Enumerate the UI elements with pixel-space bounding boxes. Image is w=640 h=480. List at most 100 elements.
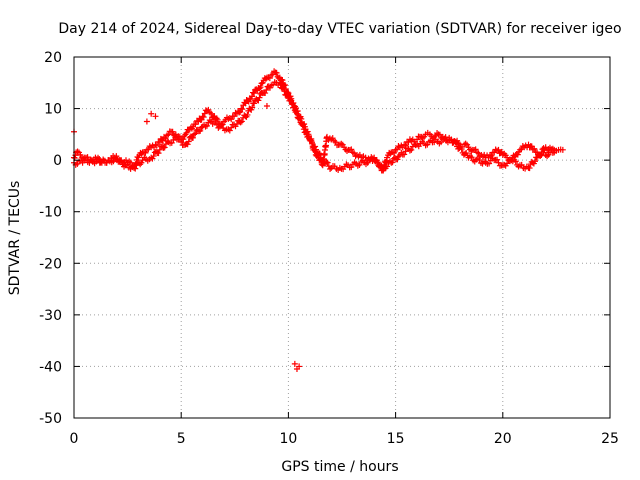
data-point xyxy=(514,151,521,158)
data-point xyxy=(283,90,290,97)
y-tick-label: 0 xyxy=(53,153,62,169)
data-point xyxy=(538,150,545,157)
y-tick-label: -30 xyxy=(39,308,62,324)
data-point xyxy=(308,136,315,143)
data-point xyxy=(305,131,312,138)
data-point xyxy=(327,165,334,172)
data-point xyxy=(238,118,245,125)
data-point xyxy=(192,130,199,137)
data-point xyxy=(197,127,204,134)
data-point xyxy=(504,160,511,167)
data-point xyxy=(468,154,475,161)
data-point xyxy=(394,156,401,163)
data-point xyxy=(124,161,131,168)
data-point xyxy=(138,159,145,166)
data-point xyxy=(313,146,320,153)
data-point xyxy=(414,136,421,143)
data-point xyxy=(266,75,273,82)
data-point xyxy=(256,85,263,92)
data-point xyxy=(165,131,172,138)
y-tick-label: 10 xyxy=(44,102,62,118)
data-point xyxy=(395,153,402,160)
data-point xyxy=(191,131,198,138)
data-point xyxy=(348,146,355,153)
data-point xyxy=(262,90,269,97)
data-point xyxy=(127,159,134,166)
data-point xyxy=(559,146,566,153)
data-point xyxy=(391,149,398,156)
y-tick-label: -20 xyxy=(39,256,62,272)
x-tick-label: 20 xyxy=(494,431,512,447)
x-tick-label: 10 xyxy=(279,431,297,447)
axis-ticks: 0 5 10 15 20 25 -50 -40 -30 -20 -10 0 10 20 xyxy=(39,50,619,447)
data-point xyxy=(284,91,291,98)
data-point xyxy=(184,141,191,148)
data-point xyxy=(168,139,175,146)
data-point xyxy=(203,122,210,129)
data-point xyxy=(233,121,240,128)
x-tick-label: 5 xyxy=(177,431,186,447)
data-point xyxy=(255,97,262,104)
data-point xyxy=(237,119,244,126)
data-points xyxy=(71,68,566,373)
chart-title: Day 214 of 2024, Sidereal Day-to-day VTE… xyxy=(58,21,621,37)
data-point xyxy=(312,143,319,150)
data-point xyxy=(291,360,298,367)
data-point xyxy=(163,132,170,139)
data-point xyxy=(148,110,155,117)
data-point xyxy=(169,128,176,135)
data-point xyxy=(288,97,295,104)
data-point xyxy=(551,149,558,156)
data-point xyxy=(537,152,544,159)
data-point xyxy=(476,156,483,163)
data-point xyxy=(156,146,163,153)
plot-frame xyxy=(73,56,611,419)
data-point xyxy=(142,149,149,156)
data-point xyxy=(155,150,162,157)
data-point xyxy=(118,158,125,165)
data-point xyxy=(373,157,380,164)
data-point xyxy=(338,140,345,147)
data-point xyxy=(150,153,157,160)
y-tick-label: -40 xyxy=(39,359,62,375)
grid-lines xyxy=(74,57,610,418)
data-point xyxy=(152,113,159,120)
data-point xyxy=(161,144,168,151)
data-point xyxy=(374,160,381,166)
data-point xyxy=(401,151,408,158)
data-point xyxy=(153,142,160,149)
data-point xyxy=(198,124,205,131)
data-point xyxy=(149,155,156,162)
data-point xyxy=(448,136,455,143)
data-point xyxy=(226,127,233,134)
x-tick-label: 0 xyxy=(70,431,79,447)
data-point xyxy=(452,139,459,146)
data-point xyxy=(544,153,551,160)
data-point xyxy=(273,69,280,76)
data-point xyxy=(451,138,458,145)
data-point xyxy=(364,159,371,166)
data-point xyxy=(458,146,465,153)
data-point xyxy=(531,158,538,165)
data-point xyxy=(323,158,330,165)
data-point xyxy=(251,100,258,107)
data-point xyxy=(257,84,264,91)
x-tick-label: 25 xyxy=(601,431,619,447)
data-point xyxy=(251,90,258,97)
data-point xyxy=(298,115,305,122)
data-point xyxy=(512,158,519,165)
data-point xyxy=(494,156,501,163)
data-point xyxy=(531,145,538,152)
data-point xyxy=(301,121,308,128)
data-point xyxy=(276,79,283,86)
data-point xyxy=(280,84,287,91)
data-point xyxy=(277,80,284,87)
data-point xyxy=(324,159,331,166)
data-point xyxy=(228,124,235,131)
data-point xyxy=(356,161,363,168)
data-point xyxy=(526,165,533,172)
data-point xyxy=(185,138,192,145)
x-tick-label: 15 xyxy=(387,431,405,447)
